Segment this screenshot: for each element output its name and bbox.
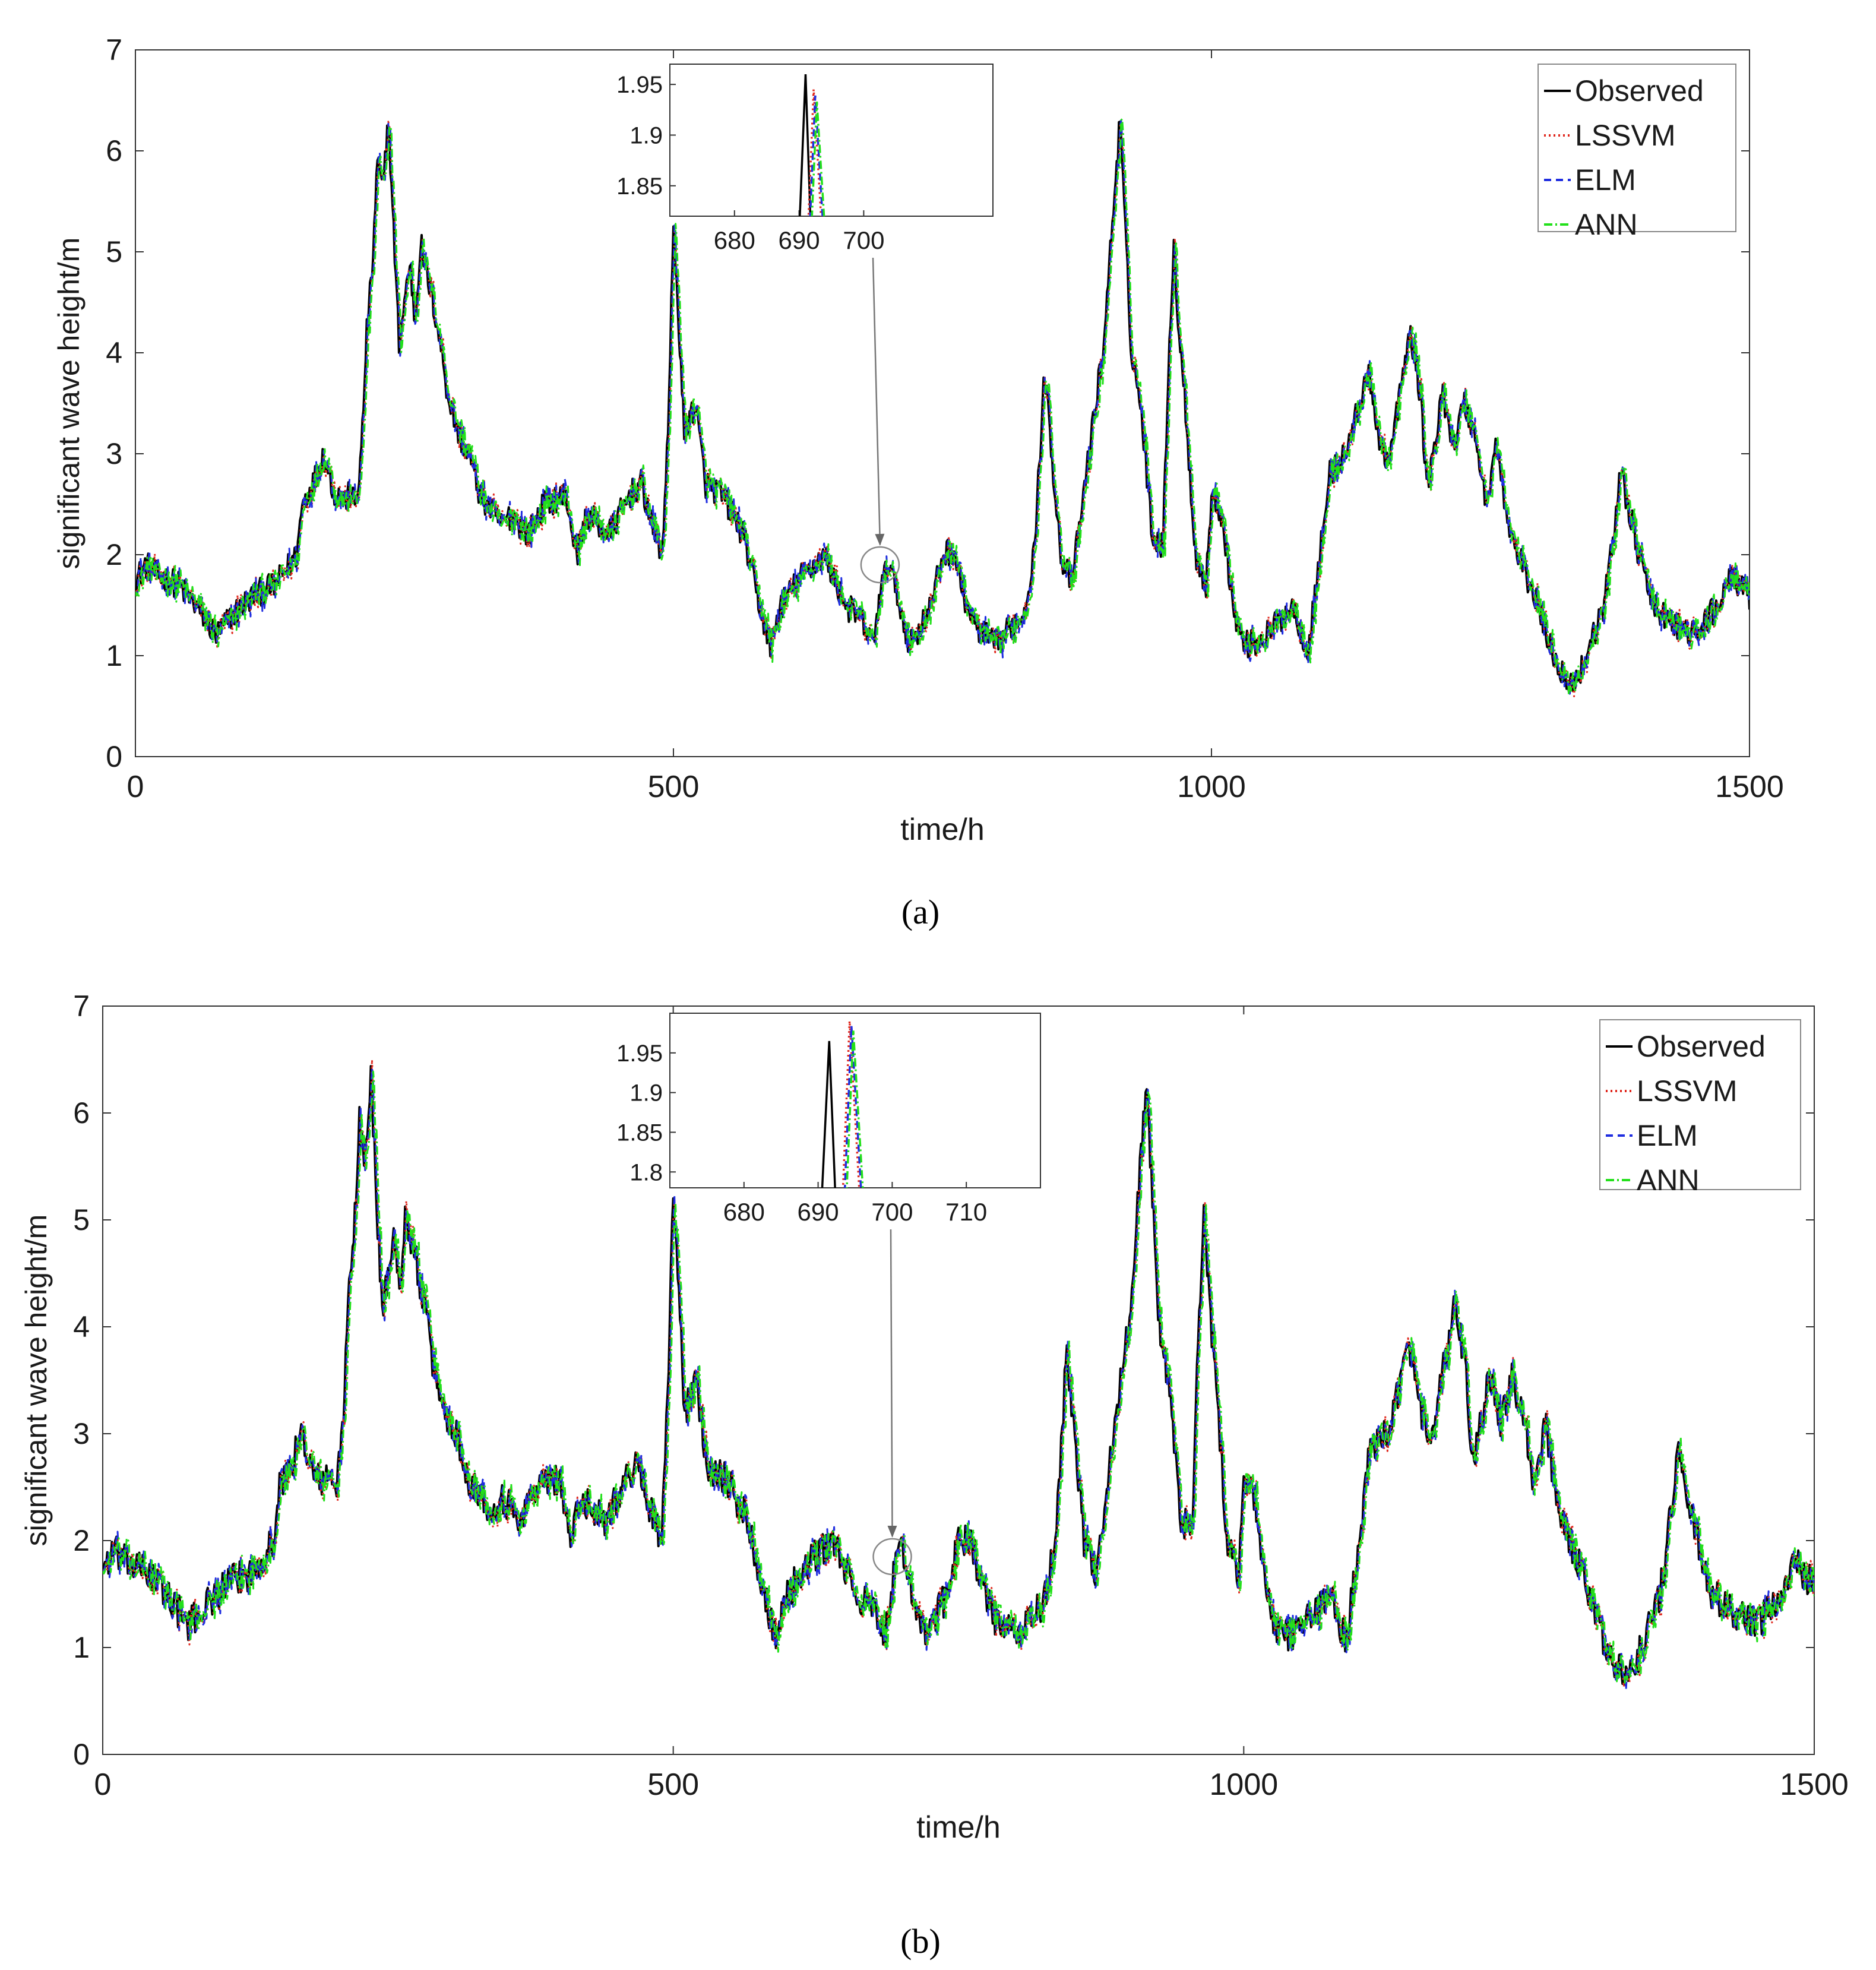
y-tick-label: 4 <box>106 336 122 369</box>
x-axis-label: time/h <box>900 812 985 847</box>
panel-a-chart: 0 1 2 3 4 5 6 7 0 500 1000 1500 time/h significant wa… <box>52 33 1784 847</box>
inset-x-tick-label: 690 <box>779 226 820 254</box>
zoom-circle <box>872 1538 912 1576</box>
inset-series-observed <box>821 1041 836 1188</box>
legend-box <box>1599 1019 1801 1190</box>
inset-x-tick-label: 690 <box>798 1198 839 1226</box>
inset-series-lssvm <box>807 89 822 216</box>
x-tick-label: 1000 <box>1177 770 1246 804</box>
series-line-ann <box>103 1070 1814 1684</box>
y-tick-label: 7 <box>73 989 90 1023</box>
zoom-arrow-head <box>887 1525 897 1538</box>
series-line-elm <box>103 1067 1814 1691</box>
inset-series-ann <box>846 1030 864 1188</box>
legend-label-ann: ANN <box>1575 208 1638 241</box>
inset-y-tick-label: 1.9 <box>629 122 663 148</box>
inset-zoom-plot: 1.85 1.9 1.95 680 690 700 <box>616 64 994 254</box>
x-tick-label: 500 <box>647 1767 699 1802</box>
inset-frame <box>669 64 994 217</box>
y-tick-label: 0 <box>106 740 122 773</box>
legend-label-elm: ELM <box>1637 1119 1698 1152</box>
y-tick-label: 5 <box>106 235 122 268</box>
inset-y-tick-label: 1.85 <box>616 1120 663 1146</box>
panel-a-label: (a) <box>901 893 939 931</box>
y-tick-label: 6 <box>73 1096 90 1130</box>
legend-label-observed: Observed <box>1575 74 1704 107</box>
x-tick-label: 500 <box>648 770 700 804</box>
inset-y-tick-label: 1.95 <box>616 1041 663 1067</box>
y-axis-label: significant wave height/m <box>52 238 86 570</box>
y-tick-label: 0 <box>73 1738 90 1771</box>
y-tick-label: 6 <box>106 134 122 167</box>
y-tick-label: 2 <box>106 538 122 571</box>
zoom-circle <box>860 546 900 584</box>
y-tick-label: 3 <box>106 437 122 470</box>
inset-x-tick-label: 680 <box>723 1198 765 1226</box>
legend-label-lssvm: LSSVM <box>1637 1074 1738 1108</box>
y-tick-label: 2 <box>73 1524 90 1557</box>
y-tick-label: 4 <box>73 1310 90 1343</box>
inset-y-tick-label: 1.9 <box>629 1080 663 1106</box>
legend-label-observed: Observed <box>1637 1030 1766 1063</box>
series-line-ann <box>135 118 1750 695</box>
x-tick-label: 0 <box>94 1767 112 1802</box>
zoom-arrow-head <box>875 533 885 546</box>
inset-series-elm <box>809 95 824 216</box>
inset-x-tick-label: 700 <box>871 1198 913 1226</box>
y-tick-label: 1 <box>73 1631 90 1664</box>
zoom-arrow-line <box>872 257 881 545</box>
inset-series-elm <box>843 1026 862 1188</box>
inset-series-ann <box>811 102 825 216</box>
inset-x-tick-label: 680 <box>714 226 755 254</box>
legend-label-lssvm: LSSVM <box>1575 119 1676 152</box>
legend: Observed LSSVM ELM ANN <box>1538 64 1736 241</box>
x-axis-label: time/h <box>916 1810 1001 1845</box>
panel-b-chart: 0 1 2 3 4 5 6 7 0 500 1000 1500 time/h significant wa… <box>20 989 1849 1845</box>
x-tick-label: 1500 <box>1715 770 1784 804</box>
legend-label-elm: ELM <box>1575 163 1636 197</box>
inset-y-tick-label: 1.95 <box>616 72 663 98</box>
y-tick-label: 1 <box>106 639 122 672</box>
inset-y-tick-label: 1.8 <box>629 1159 663 1185</box>
x-tick-label: 1500 <box>1780 1767 1849 1802</box>
y-tick-label: 5 <box>73 1203 90 1237</box>
x-tick-label: 1000 <box>1209 1767 1278 1802</box>
panel-b-label: (b) <box>900 1922 941 1960</box>
inset-y-tick-label: 1.85 <box>616 173 663 200</box>
legend: Observed LSSVM ELM ANN <box>1599 1019 1801 1197</box>
y-axis-label: significant wave height/m <box>20 1215 53 1547</box>
y-tick-label: 7 <box>106 33 122 67</box>
legend-label-ann: ANN <box>1637 1163 1700 1197</box>
inset-x-tick-label: 700 <box>843 226 884 254</box>
legend-box <box>1538 64 1736 232</box>
inset-x-tick-label: 710 <box>945 1198 987 1226</box>
x-tick-label: 0 <box>127 770 144 804</box>
y-tick-label: 3 <box>73 1417 90 1450</box>
inset-zoom-plot: 1.8 1.85 1.9 1.95 680 690 700 710 <box>616 1013 1041 1226</box>
zoom-arrow-line <box>890 1229 893 1537</box>
